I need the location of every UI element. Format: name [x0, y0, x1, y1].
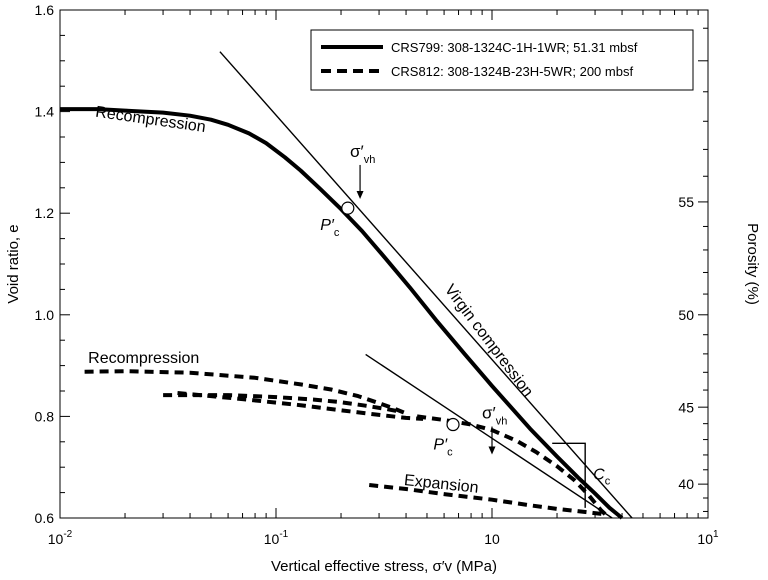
y2-tick-label: 55 [678, 194, 694, 210]
y-tick-label: 1.4 [35, 104, 55, 120]
y-tick-label: 1.6 [35, 2, 55, 18]
legend: CRS799: 308-1324C-1H-1WR; 51.31 mbsf CRS8… [310, 29, 694, 91]
x-tick-label: 10 [484, 531, 500, 547]
yield-stress-arrow-upper-head [356, 190, 364, 199]
preconsolidation-point-upper [341, 201, 355, 215]
expansion-label: Expansion [403, 472, 479, 497]
y-axis-label: Void ratio, e [5, 224, 22, 303]
yield-label-main: σ′ [482, 404, 496, 423]
y-tick-label: 1.0 [35, 307, 55, 323]
y2-tick-label: 45 [678, 399, 694, 415]
preconsolidation-point-lower [446, 417, 460, 432]
y-tick-label: 0.8 [35, 408, 55, 424]
marker-label-sub: c [447, 447, 453, 459]
series-0-curve-0 [60, 107, 624, 520]
x-tick-label-base: 10 [697, 531, 713, 547]
yield-stress-arrow-lower-head [488, 446, 496, 455]
y-tick-label: 1.2 [35, 205, 55, 221]
preconsolidation-point-lower-label: P′c [433, 437, 453, 459]
x-axis-label: Vertical effective stress, σ′v (MPa) [271, 558, 497, 575]
series-1-curve-4 [368, 483, 606, 517]
virgin-compression-line-upper [219, 51, 633, 519]
x-tick-label-exponent: -1 [279, 529, 288, 540]
compression-index-label: Cc [593, 467, 611, 488]
yield-label-main: σ′ [350, 142, 364, 161]
x-tick-label: 10-2 [48, 529, 73, 547]
x-tick-label: 10-1 [264, 529, 289, 547]
recompression-label-lower: Recompression [88, 350, 199, 367]
virgin-compression-line-lower [365, 353, 613, 519]
compression-index-sub: c [605, 476, 611, 488]
x-tick-label-base: 10 [48, 531, 64, 547]
compression-index-main: C [593, 467, 605, 484]
series-1-curve-0 [84, 369, 407, 416]
x-tick-label-base: 10 [484, 531, 500, 547]
series-curves [60, 107, 624, 520]
marker-label-main: P′ [433, 437, 448, 454]
legend-entry-0: CRS799: 308-1324C-1H-1WR; 51.31 mbsf [391, 40, 638, 55]
yield-stress-arrow-lower-label: σ′vh [482, 404, 507, 428]
reference-lines [219, 51, 633, 519]
series-1-curve-3 [416, 414, 607, 516]
yield-label-sub: vh [364, 154, 376, 166]
legend-box [310, 29, 694, 91]
legend-entry-1: CRS812: 308-1324B-23H-5WR; 200 mbsf [391, 64, 633, 79]
yield-stress-arrow-upper-label: σ′vh [350, 142, 375, 166]
y-tick-label: 0.6 [35, 510, 55, 526]
recompression-label-upper: Recompression [94, 104, 206, 136]
y2-tick-label: 50 [678, 307, 694, 323]
yield-label-sub: vh [496, 416, 508, 428]
x-tick-label: 101 [697, 529, 719, 547]
y2-tick-label: 40 [678, 476, 694, 492]
x-tick-label-exponent: 1 [713, 529, 719, 540]
preconsolidation-point-upper-label: P′c [320, 217, 340, 239]
axes: 10-210-1101010.60.81.01.21.41.6605550454… [5, 2, 761, 575]
series-1-curve-2 [177, 391, 424, 421]
marker-label-sub: c [334, 227, 340, 239]
y2-axis-label: Porosity (%) [744, 223, 761, 305]
x-tick-label-exponent: -2 [63, 529, 72, 540]
marker-label-main: P′ [320, 217, 335, 234]
x-tick-label-base: 10 [264, 531, 280, 547]
